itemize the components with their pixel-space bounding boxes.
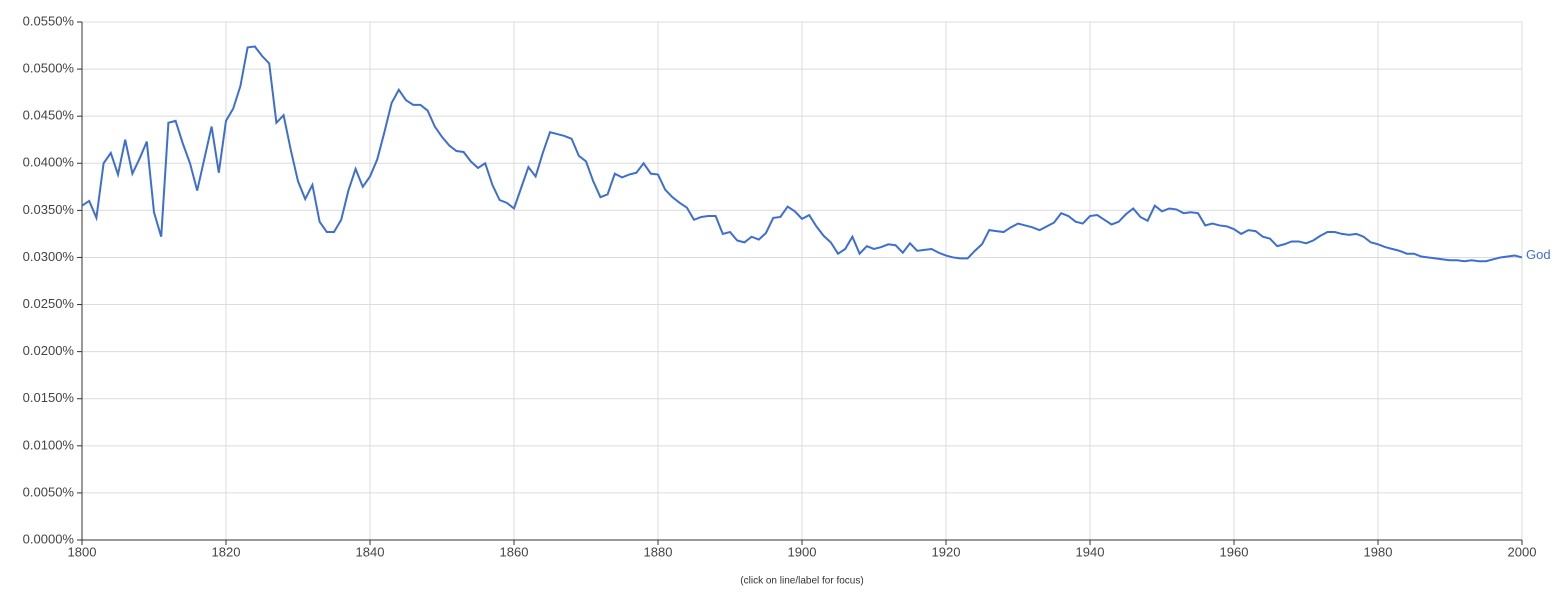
x-tick-label: 1960	[1220, 544, 1249, 559]
y-tick-label: 0.0350%	[23, 202, 75, 217]
y-tick-label: 0.0050%	[23, 484, 75, 499]
x-tick-label: 1800	[68, 544, 97, 559]
y-tick-label: 0.0250%	[23, 296, 75, 311]
y-tick-label: 0.0150%	[23, 390, 75, 405]
y-tick-label: 0.0400%	[23, 155, 75, 170]
y-tick-label: 0.0550%	[23, 13, 75, 28]
footer-note: (click on line/label for focus)	[740, 576, 863, 587]
y-tick-label: 0.0100%	[23, 437, 75, 452]
x-tick-label: 1980	[1364, 544, 1393, 559]
x-tick-label: 1880	[644, 544, 673, 559]
y-tick-label: 0.0450%	[23, 108, 75, 123]
x-tick-label: 1820	[212, 544, 241, 559]
x-tick-label: 1920	[932, 544, 961, 559]
y-tick-label: 0.0000%	[23, 531, 75, 546]
series-line[interactable]	[81, 45, 1523, 263]
x-tick-label: 1840	[356, 544, 385, 559]
x-tick-label: 1860	[500, 544, 529, 559]
x-tick-label: 1900	[788, 544, 817, 559]
x-tick-label: 1940	[1076, 544, 1105, 559]
y-tick-label: 0.0300%	[23, 249, 75, 264]
x-tick-label: 2000	[1508, 544, 1537, 559]
y-tick-label: 0.0200%	[23, 343, 75, 358]
y-tick-label: 0.0500%	[23, 61, 75, 76]
series-label[interactable]: God	[1526, 247, 1551, 262]
